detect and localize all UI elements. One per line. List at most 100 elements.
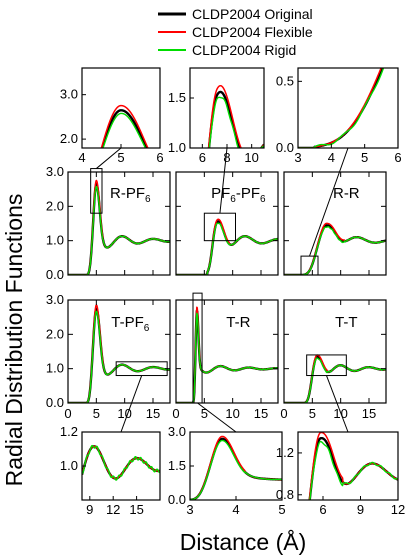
y-tick-label: 1.5 bbox=[168, 458, 186, 473]
x-tick-label: 12 bbox=[106, 502, 120, 517]
series-line-cldp2004-rigid bbox=[68, 310, 170, 403]
curve-group bbox=[82, 444, 160, 481]
zoom-connector bbox=[309, 147, 349, 257]
series-line-cldp2004-rigid bbox=[298, 68, 385, 148]
zoom-connector bbox=[326, 375, 349, 433]
series-line-cldp2004-rigid bbox=[190, 439, 282, 500]
panel-t-r: 0 5 10 15 T-R bbox=[172, 299, 279, 421]
panel-label: T-PF6 bbox=[111, 314, 150, 334]
x-tick-label: 3 bbox=[294, 150, 301, 165]
series-line-cldp2004-flexible bbox=[308, 432, 398, 500]
inset-R-R: 3 4 5 6 0.0 0.5 bbox=[276, 67, 402, 165]
series-line-cldp2004-rigid bbox=[309, 440, 398, 500]
x-tick-label: 3 bbox=[186, 502, 193, 517]
legend-entry: CLDP2004 Original bbox=[192, 6, 313, 22]
series-line-cldp2004-flexible bbox=[284, 222, 386, 275]
panel-label-sub: 6 bbox=[144, 323, 150, 334]
panel-frame bbox=[67, 171, 171, 276]
y-tick-label: 2.0 bbox=[60, 131, 78, 146]
y-axis-label: Radial Distribution Functions bbox=[1, 194, 27, 487]
panels-group: 0.01.02.03.0R-PF6 PF6-PF6 R-R0.01.02.03.00… bbox=[46, 164, 387, 421]
curve-group bbox=[284, 222, 386, 275]
panel-label: R-PF6 bbox=[110, 185, 151, 205]
x-tick-label: 5 bbox=[309, 406, 316, 421]
x-tick-label: 5 bbox=[201, 406, 208, 421]
inset-PF6-PF6: 6 8 10 1.0 1.5 bbox=[168, 67, 265, 165]
x-tick-label: 5 bbox=[93, 406, 100, 421]
panel-pf6-pf6: PF6-PF6 bbox=[175, 171, 279, 276]
series-line-cldp2004-flexible bbox=[207, 84, 264, 148]
y-tick-label: 3.0 bbox=[60, 87, 78, 102]
y-tick-label: 0.0 bbox=[276, 140, 294, 155]
series-line-cldp2004-original bbox=[82, 445, 160, 480]
curve-group bbox=[68, 179, 170, 275]
panel-label-sub: 6 bbox=[145, 194, 151, 205]
y-tick-label: 2.0 bbox=[46, 326, 64, 341]
series-line-cldp2004-original bbox=[207, 90, 264, 148]
curve-group bbox=[68, 304, 170, 403]
y-tick-label: 1.0 bbox=[46, 233, 64, 248]
series-line-cldp2004-rigid bbox=[102, 112, 147, 148]
curve-group bbox=[190, 435, 282, 500]
y-tick-label: 1.0 bbox=[168, 140, 186, 155]
curve-group bbox=[100, 104, 149, 148]
x-axis-label: Distance (Å) bbox=[180, 528, 307, 555]
series-line-cldp2004-original bbox=[308, 436, 398, 500]
series-line-cldp2004-flexible bbox=[190, 435, 282, 500]
panel-frame bbox=[283, 171, 387, 276]
series-line-cldp2004-flexible bbox=[100, 104, 149, 148]
panel-t-pf6: 0.0 1.0 2.0 3.0 0 5 10 15 T-PF6 bbox=[46, 292, 171, 421]
panel-label: T-R bbox=[226, 314, 250, 331]
x-tick-label: 4 bbox=[328, 150, 335, 165]
zoom-connector bbox=[197, 402, 237, 433]
series-line-cldp2004-rigid bbox=[82, 444, 160, 481]
curve-group bbox=[308, 432, 398, 500]
legend-entry: CLDP2004 Flexible bbox=[192, 24, 313, 40]
series-line-cldp2004-flexible bbox=[298, 68, 382, 148]
x-tick-label: 0 bbox=[280, 406, 287, 421]
y-tick-label: 3.0 bbox=[46, 292, 64, 307]
panel-r-pf6: 0.0 1.0 2.0 3.0 R-PF6 bbox=[46, 164, 171, 282]
curve-group bbox=[298, 68, 385, 148]
inset-frame bbox=[189, 431, 283, 501]
series-line-cldp2004-rigid bbox=[284, 357, 386, 403]
y-tick-label: 1.2 bbox=[276, 445, 294, 460]
zoom-box bbox=[90, 168, 103, 214]
inset-frame bbox=[81, 67, 161, 149]
x-tick-label: 0 bbox=[64, 406, 71, 421]
x-tick-label: 5 bbox=[278, 502, 285, 517]
y-tick-label: 0.0 bbox=[46, 395, 64, 410]
inset-T-PF6: 9 12 15 1.0 1.2 bbox=[60, 424, 161, 517]
series-line-cldp2004-rigid bbox=[176, 222, 278, 275]
panel-frame bbox=[283, 299, 387, 404]
x-tick-label: 15 bbox=[129, 502, 143, 517]
panel-label-text: R-PF bbox=[110, 185, 145, 202]
series-line-cldp2004-flexible bbox=[176, 218, 278, 275]
x-tick-label: 6 bbox=[394, 150, 401, 165]
x-tick-label: 10 bbox=[225, 406, 239, 421]
y-tick-label: 1.0 bbox=[46, 361, 64, 376]
inset-T-T: 6 9 12 0.8 1.2 bbox=[276, 431, 405, 517]
x-tick-label: 6 bbox=[156, 150, 163, 165]
y-tick-label: 1.2 bbox=[60, 424, 78, 439]
y-tick-label: 1.5 bbox=[168, 90, 186, 105]
y-tick-label: 3.0 bbox=[168, 424, 186, 439]
y-tick-label: 3.0 bbox=[46, 164, 64, 179]
x-tick-label: 10 bbox=[244, 150, 258, 165]
series-line-cldp2004-rigid bbox=[208, 96, 264, 148]
x-tick-label: 0 bbox=[172, 406, 179, 421]
curve-group bbox=[176, 218, 278, 275]
panel-label-text: -PF bbox=[236, 185, 260, 202]
y-tick-label: 1.0 bbox=[60, 458, 78, 473]
series-line-cldp2004-rigid bbox=[284, 226, 386, 275]
x-tick-label: 9 bbox=[86, 502, 93, 517]
x-tick-label: 6 bbox=[199, 150, 206, 165]
panel-label: PF6-PF6 bbox=[211, 185, 266, 205]
legend: CLDP2004 Original CLDP2004 Flexible CLDP20… bbox=[158, 6, 313, 58]
panel-label-sub: 6 bbox=[230, 194, 236, 205]
series-line-cldp2004-original bbox=[284, 355, 386, 403]
curve-group bbox=[284, 354, 386, 403]
panel-label-text: T-PF bbox=[111, 314, 144, 331]
x-tick-label: 10 bbox=[117, 406, 131, 421]
panel-label-sub: 6 bbox=[260, 194, 266, 205]
